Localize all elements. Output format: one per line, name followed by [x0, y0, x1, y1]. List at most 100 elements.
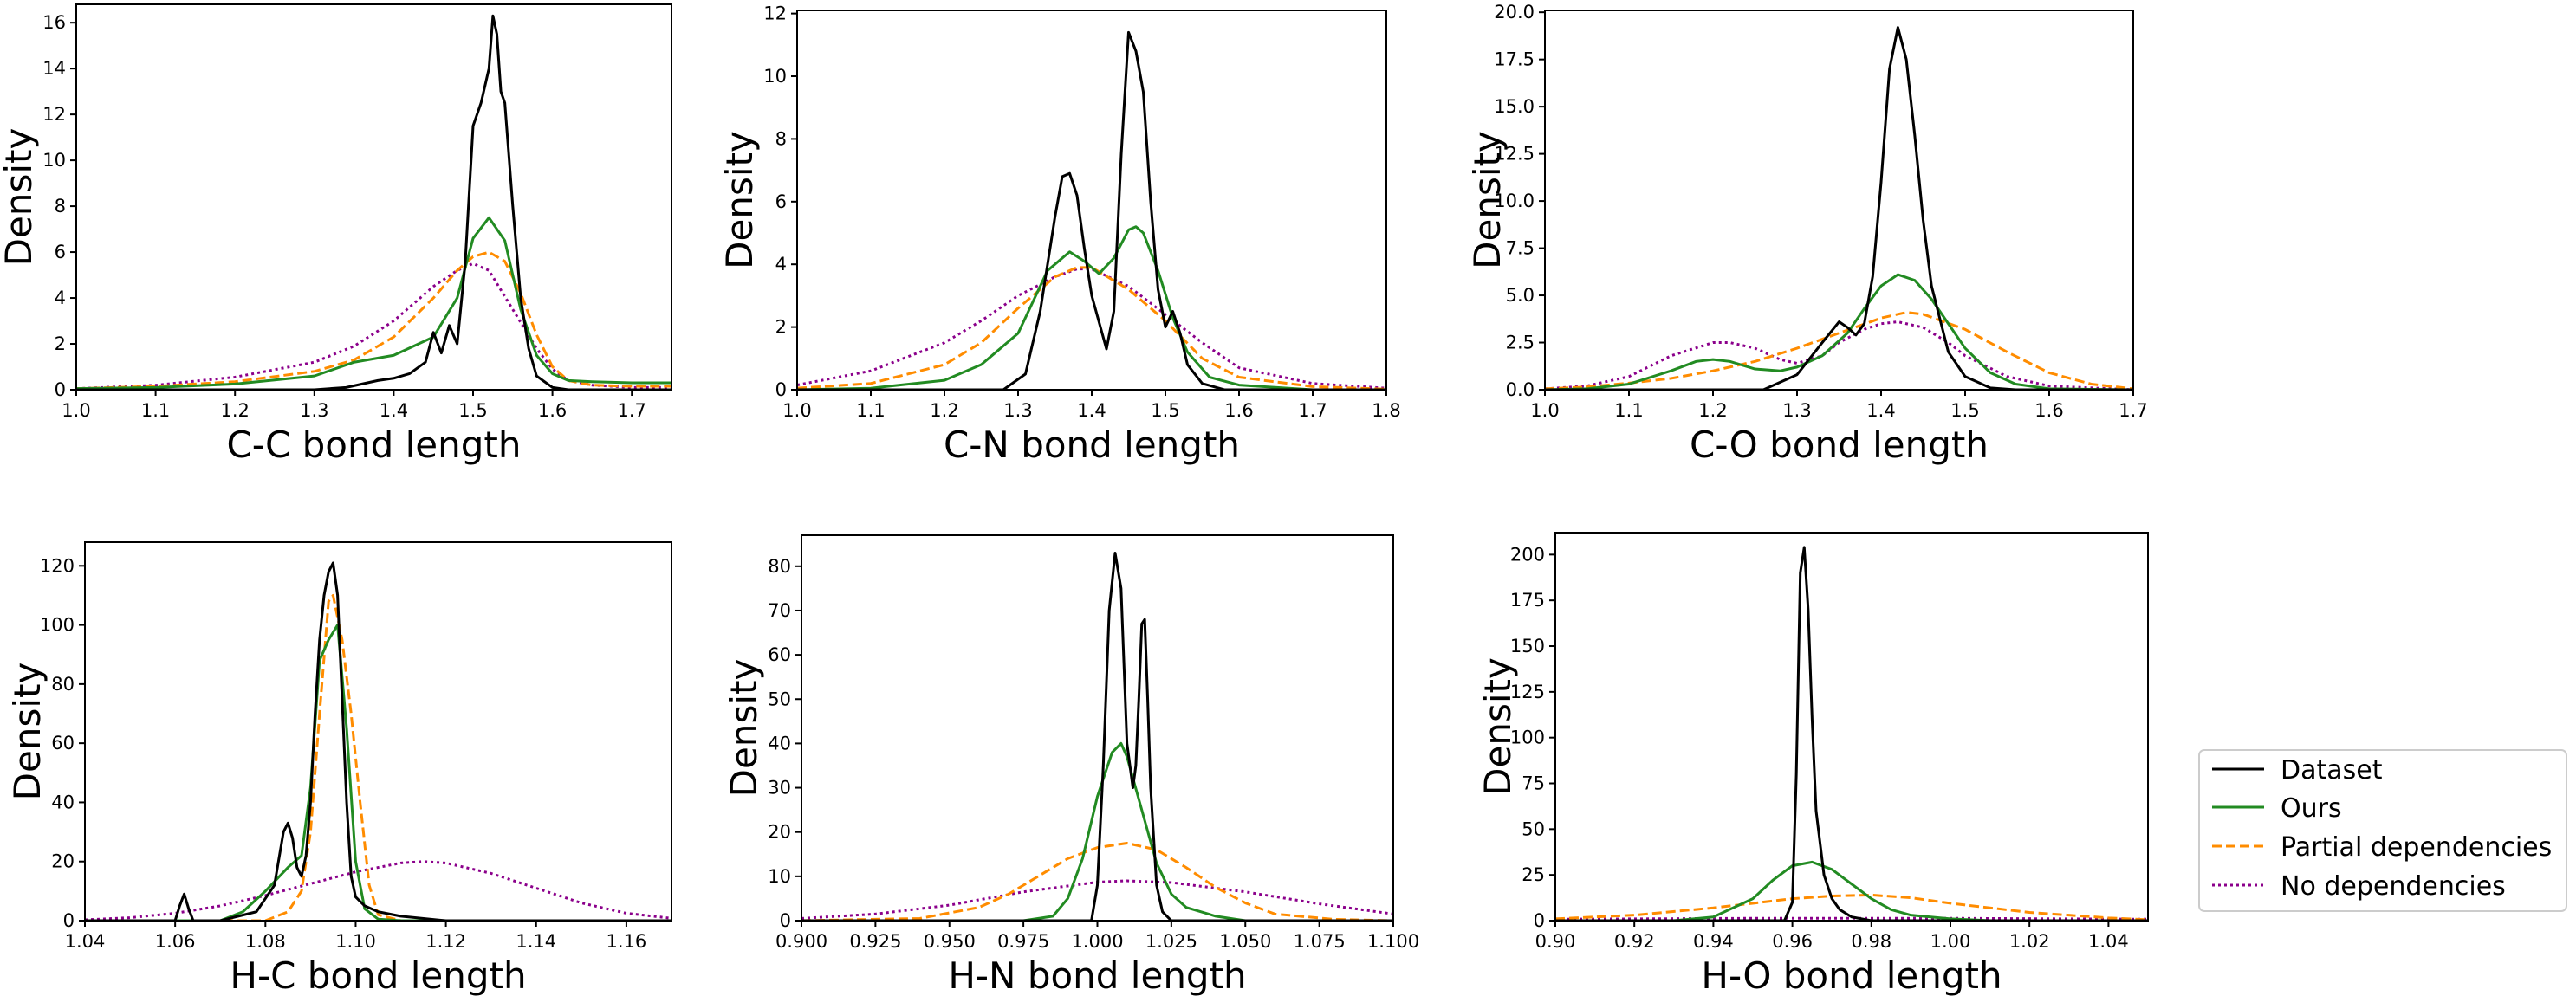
plot-area — [85, 561, 672, 921]
series-partial-dependencies-line — [1545, 311, 2133, 390]
x-tick-label: 1.6 — [2034, 400, 2063, 421]
x-tick-label: 1.1 — [1614, 400, 1643, 421]
x-tick-label: 1.2 — [1698, 400, 1727, 421]
y-tick-label: 2 — [55, 333, 66, 354]
y-tick-label: 10 — [768, 866, 791, 887]
chart-h-o-bond-length: 0.90 0.92 0.94 0.96 0.98 1.00 1.02 1.04 0 25 50 75 1… — [1476, 532, 2149, 996]
x-tick-label: 0.900 — [775, 931, 827, 952]
y-tick-label: 6 — [55, 242, 66, 262]
y-tick-label: 40 — [768, 733, 791, 753]
x-tick-label: 0.94 — [1693, 931, 1734, 952]
y-tick-label: 10 — [42, 150, 66, 171]
y-tick-label: 20 — [768, 822, 791, 843]
chart-h-c-bond-length: 1.04 1.06 1.08 1.10 1.12 1.14 1.16 0 20 40 60 80 100… — [6, 541, 672, 996]
x-tick-label: 1.1 — [141, 400, 170, 421]
x-axis-label: H-N bond length — [948, 954, 1246, 996]
x-tick-label: 1.8 — [1372, 400, 1400, 421]
plot-area — [797, 30, 1386, 390]
x-tick-label: 1.16 — [607, 931, 647, 952]
x-tick-label: 1.2 — [220, 400, 249, 421]
x-tick-label: 1.4 — [1077, 400, 1106, 421]
x-tick-label: 1.14 — [516, 931, 556, 952]
y-tick-label: 60 — [768, 644, 791, 665]
y-tick-label: 15.0 — [1494, 96, 1535, 117]
y-tick-label: 14 — [42, 58, 66, 79]
y-tick-label: 125 — [1510, 682, 1545, 702]
y-tick-label: 100 — [40, 615, 75, 636]
x-tick-label: 1.06 — [155, 931, 196, 952]
plot-area — [1545, 26, 2133, 390]
x-tick-label: 1.00 — [1930, 931, 1971, 952]
legend-frame — [2198, 749, 2567, 912]
series-dataset-line — [1545, 26, 2133, 390]
x-tick-label: 1.4 — [380, 400, 408, 421]
y-tick-label: 2 — [775, 317, 787, 338]
series-ours-line — [76, 216, 672, 390]
x-tick-label: 1.3 — [300, 400, 328, 421]
y-tick-label: 10 — [763, 66, 787, 87]
chart-c-o-bond-length: 1.0 1.1 1.2 1.3 1.4 1.5 1.6 1.7 0.0 2.5 5.0 7.5 10.0… — [1466, 2, 2148, 466]
chart-c-n-bond-length: 1.0 1.1 1.2 1.3 1.4 1.5 1.6 1.7 1.8 0 2 4 6 8 10 12 C-N … — [718, 3, 1401, 466]
y-tick-label: 0 — [55, 379, 66, 400]
series-ours-line — [1545, 273, 2133, 390]
y-tick-label: 120 — [40, 555, 75, 576]
plot-frame — [796, 10, 1387, 391]
series-ours-line — [1555, 860, 2148, 921]
y-tick-label: 0 — [775, 379, 787, 400]
x-tick-label: 1.000 — [1071, 931, 1123, 952]
y-tick-label: 7.5 — [1506, 238, 1535, 259]
x-tick-label: 1.6 — [538, 400, 567, 421]
x-tick-label: 1.025 — [1145, 931, 1197, 952]
x-tick-label: 1.0 — [782, 400, 811, 421]
series-partial-dependencies-line — [1555, 893, 2148, 921]
legend-label-dataset: Dataset — [2281, 755, 2383, 786]
y-tick-label: 17.5 — [1494, 49, 1535, 70]
series-ours-line — [801, 741, 1393, 921]
series-partial-dependencies-line — [85, 593, 672, 921]
x-tick-label: 0.98 — [1851, 931, 1891, 952]
y-tick-label: 10.0 — [1494, 191, 1535, 211]
plot-area — [801, 551, 1393, 921]
y-tick-label: 4 — [775, 254, 787, 275]
series-ours-line — [85, 624, 672, 921]
y-tick-label: 0 — [1534, 910, 1545, 931]
y-tick-label: 8 — [55, 196, 66, 217]
y-axis-label: Density — [6, 663, 49, 801]
series-partial-dependencies-line — [797, 266, 1386, 390]
plot-frame — [1554, 532, 2149, 922]
series-no-dependencies-line — [801, 879, 1393, 920]
chart-c-c-bond-length: 1.0 1.1 1.2 1.3 1.4 1.5 1.6 1.7 0 2 4 6 8 10 12 14 16 C-C… — [0, 3, 672, 466]
series-dataset-line — [1555, 546, 2148, 921]
y-tick-label: 200 — [1510, 544, 1545, 565]
y-tick-label: 20.0 — [1494, 2, 1535, 23]
x-axis-label: H-C bond length — [230, 954, 526, 996]
x-tick-label: 1.7 — [2119, 400, 2147, 421]
x-tick-label: 0.925 — [849, 931, 901, 952]
series-dataset-line — [801, 551, 1393, 921]
x-tick-label: 1.5 — [1151, 400, 1179, 421]
legend: Dataset Ours Partial dependencies No dep… — [2198, 749, 2567, 912]
x-tick-label: 0.975 — [997, 931, 1049, 952]
y-axis-label: Density — [0, 128, 40, 267]
y-tick-label: 12.5 — [1494, 144, 1535, 165]
y-tick-label: 12 — [763, 3, 787, 24]
y-tick-label: 150 — [1510, 636, 1545, 656]
x-tick-label: 1.6 — [1224, 400, 1253, 421]
y-tick-label: 8 — [775, 128, 787, 149]
y-tick-label: 0 — [780, 910, 791, 931]
series-partial-dependencies-line — [76, 250, 672, 390]
x-tick-label: 0.92 — [1614, 931, 1655, 952]
plot-area — [1555, 546, 2148, 921]
y-tick-label: 70 — [768, 600, 791, 621]
x-tick-label: 1.3 — [1782, 400, 1811, 421]
y-axis-label: Density — [1476, 657, 1519, 796]
series-dataset-line — [76, 14, 672, 390]
x-tick-label: 1.2 — [930, 400, 958, 421]
x-tick-label: 1.7 — [1298, 400, 1327, 421]
legend-label-no-dependencies: No dependencies — [2281, 871, 2506, 902]
x-axis-label: C-C bond length — [226, 424, 521, 466]
y-tick-label: 25 — [1522, 864, 1545, 885]
series-ours-line — [797, 225, 1386, 390]
plot-frame — [75, 3, 672, 391]
